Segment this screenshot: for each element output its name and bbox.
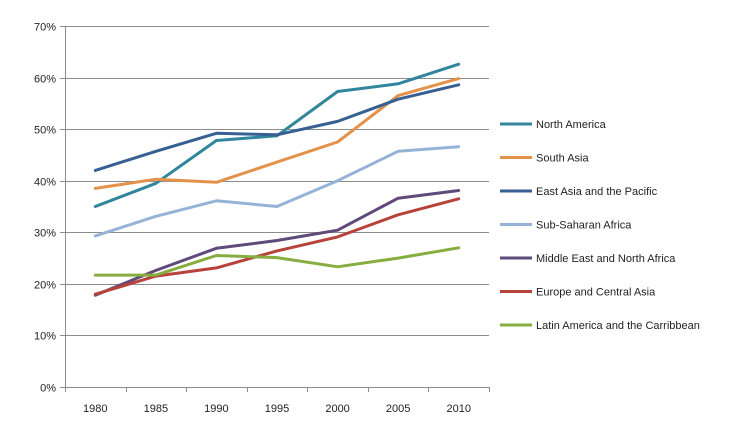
series-line-latin-america-and-the-carribbean (93, 246, 461, 277)
axes: 0% 10% 20% 30% 40% 50% 60% 70% 1980 1985 1990 1995 2… (34, 22, 490, 415)
y-tick-label: 70% (34, 22, 56, 34)
x-tick-label: 2000 (325, 403, 349, 415)
legend-label: Europe and Central Asia (536, 287, 656, 299)
legend-label: East Asia and the Pacific (536, 186, 658, 198)
x-tick-label: 2010 (446, 403, 470, 415)
legend: North America South Asia East Asia and the… (500, 119, 700, 332)
y-tick-label: 10% (34, 331, 56, 343)
grid-lines (65, 26, 489, 336)
legend-label: Middle East and North Africa (536, 253, 676, 265)
legend-label: Sub-Saharan Africa (536, 220, 632, 232)
x-tick-label: 2005 (386, 403, 410, 415)
series-line-east-asia-and-the-pacific (93, 83, 461, 172)
y-tick-label: 50% (34, 125, 56, 137)
series-line-middle-east-and-north-africa (93, 189, 461, 297)
y-tick-label: 20% (34, 280, 56, 292)
y-tick-label: 40% (34, 177, 56, 189)
series-lines (93, 62, 461, 297)
legend-label: South Asia (536, 153, 589, 165)
x-tick-label: 1980 (83, 403, 107, 415)
legend-label: North America (536, 119, 607, 131)
y-tick-label: 60% (34, 74, 56, 86)
y-tick-label: 30% (34, 228, 56, 240)
series-line-sub-saharan-africa (93, 145, 461, 238)
series-line-europe-and-central-asia (93, 197, 461, 296)
y-tick-label: 0% (40, 383, 56, 395)
x-tick-label: 1990 (204, 403, 228, 415)
series-line-south-asia (93, 77, 461, 190)
x-tick-label: 1995 (265, 403, 289, 415)
x-tick-label: 1985 (144, 403, 168, 415)
legend-label: Latin America and the Carribbean (536, 320, 700, 332)
